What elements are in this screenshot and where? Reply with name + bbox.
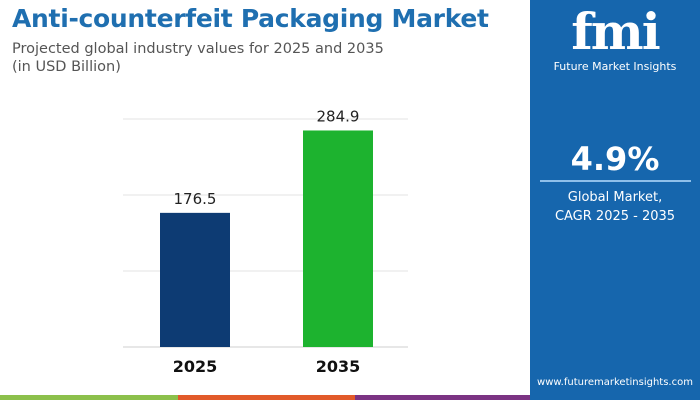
bar-2035 <box>303 130 373 347</box>
brand-name: Future Market Insights <box>553 60 677 73</box>
subtitle-line-2: (in USD Billion) <box>12 59 121 75</box>
cagr-value: 4.9% <box>570 140 660 178</box>
data-label-2025: 176.5 <box>174 190 217 208</box>
page-title: Anti-counterfeit Packaging Market <box>12 4 489 33</box>
cagr-label-line-1: Global Market, <box>567 190 663 205</box>
bar-2025 <box>160 212 230 347</box>
footer-strip-orange <box>178 395 355 400</box>
x-tick-label-2035: 2035 <box>316 357 361 376</box>
subtitle: Projected global industry values for 202… <box>12 40 384 76</box>
cagr-label: Global Market, CAGR 2025 - 2035 <box>530 188 700 226</box>
divider <box>540 180 691 182</box>
x-tick-label-2025: 2025 <box>173 357 218 376</box>
footer-strip-green <box>0 395 178 400</box>
website-link[interactable]: www.futuremarketinsights.com <box>537 377 693 388</box>
data-label-2035: 284.9 <box>317 107 360 125</box>
side-panel: fmi Future Market Insights 4.9% Global M… <box>530 0 700 400</box>
fmi-logo: fmi <box>571 2 660 61</box>
subtitle-line-1: Projected global industry values for 202… <box>12 41 384 57</box>
footer-strip-purple <box>355 395 530 400</box>
bar-chart: 176.5 2025 284.9 2035 <box>123 107 408 376</box>
cagr-label-line-2: CAGR 2025 - 2035 <box>554 209 676 224</box>
